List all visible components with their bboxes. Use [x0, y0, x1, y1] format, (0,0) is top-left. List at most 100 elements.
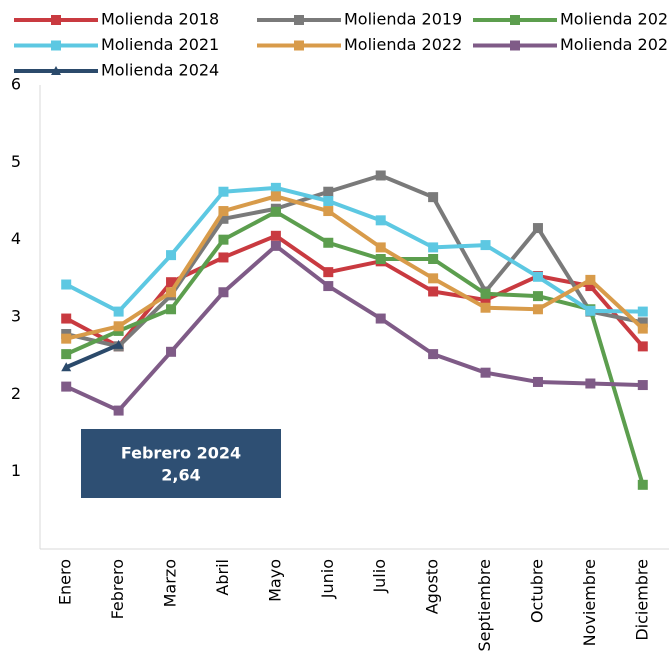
- marker: [532, 271, 543, 282]
- marker: [113, 321, 124, 332]
- marker: [294, 40, 304, 51]
- legend-label: Molienda 2019: [344, 10, 462, 29]
- y-tick-label: 4: [11, 229, 21, 248]
- marker: [166, 304, 177, 315]
- marker: [375, 254, 386, 264]
- x-tick-label: Abril: [213, 559, 232, 596]
- series-line: [65, 173, 644, 349]
- marker: [61, 362, 72, 372]
- legend-entry: Molienda 2019: [257, 10, 462, 29]
- marker: [637, 380, 648, 391]
- legend-label: Molienda 2023: [560, 35, 669, 54]
- marker: [270, 230, 281, 241]
- marker: [61, 313, 72, 324]
- marker: [218, 252, 229, 263]
- marker: [166, 287, 177, 298]
- y-tick-label: 5: [11, 152, 21, 171]
- marker: [270, 240, 281, 251]
- x-tick-label: Noviembre: [580, 559, 599, 646]
- x-tick-label: Marzo: [161, 559, 180, 607]
- x-tick-label: Mayo: [265, 559, 284, 602]
- marker: [375, 215, 386, 226]
- marker: [270, 191, 281, 202]
- marker: [585, 305, 596, 316]
- marker: [637, 306, 648, 317]
- legend-label: Molienda 2022: [344, 35, 462, 54]
- marker: [294, 15, 304, 25]
- legend-entry: Molienda 2022: [257, 35, 462, 54]
- marker: [113, 306, 124, 317]
- legend-entry: Molienda 2021: [14, 35, 219, 54]
- series-line: [65, 343, 120, 370]
- marker: [61, 349, 72, 360]
- legend-label: Molienda 2018: [101, 10, 219, 29]
- marker: [113, 405, 124, 416]
- x-tick-label: Octubre: [527, 559, 546, 623]
- marker: [428, 286, 439, 297]
- series-line: [65, 233, 645, 349]
- marker: [637, 317, 648, 328]
- marker: [585, 281, 596, 292]
- marker: [218, 287, 229, 298]
- marker: [323, 267, 334, 278]
- marker: [113, 339, 124, 349]
- annotation-text: Febrero 2024: [121, 444, 241, 463]
- x-tick-label: Agosto: [423, 559, 442, 614]
- x-tick-label: Septiembre: [475, 559, 494, 652]
- series-line: [65, 185, 643, 314]
- x-tick-label: Julio: [370, 559, 389, 594]
- marker: [532, 376, 543, 387]
- marker: [166, 277, 177, 288]
- marker: [375, 242, 386, 253]
- marker: [323, 206, 334, 217]
- annotation-text: 2,64: [161, 466, 200, 485]
- annotation-box: [81, 429, 281, 498]
- x-tick-label: Enero: [56, 559, 75, 605]
- legend-entry: Molienda 2018: [14, 10, 219, 29]
- marker: [480, 302, 491, 313]
- x-tick-label: Diciembre: [632, 559, 651, 641]
- marker: [323, 237, 334, 248]
- marker: [51, 40, 61, 51]
- marker: [270, 206, 281, 217]
- x-tick-label: Junio: [318, 559, 337, 599]
- marker: [480, 240, 491, 251]
- marker: [428, 192, 439, 203]
- marker: [375, 170, 386, 181]
- marker: [532, 223, 543, 234]
- marker: [428, 349, 439, 360]
- x-tick-label: Febrero: [108, 559, 127, 619]
- marker: [375, 313, 386, 324]
- marker: [323, 196, 334, 206]
- legend-entry: Molienda 2020: [473, 10, 669, 29]
- y-tick-label: 2: [11, 384, 21, 403]
- marker: [428, 242, 439, 253]
- series-line: [65, 243, 643, 413]
- marker: [480, 288, 491, 299]
- marker: [61, 381, 72, 392]
- marker: [510, 15, 520, 25]
- series-line: [65, 209, 645, 486]
- marker: [428, 273, 439, 284]
- marker: [166, 346, 177, 357]
- legend-entry: Molienda 2024: [14, 61, 219, 80]
- marker: [218, 213, 229, 224]
- marker: [637, 341, 648, 352]
- legend-label: Molienda 2021: [101, 35, 219, 54]
- marker: [637, 323, 648, 334]
- y-tick-label: 1: [11, 461, 21, 480]
- marker: [532, 304, 543, 315]
- marker: [218, 206, 229, 217]
- y-tick-label: 6: [11, 75, 21, 94]
- marker: [585, 274, 596, 285]
- series-line: [65, 194, 645, 341]
- marker: [218, 234, 229, 245]
- marker: [480, 294, 491, 305]
- marker: [51, 15, 61, 25]
- legend-label: Molienda 2024: [101, 61, 219, 80]
- marker: [323, 281, 334, 292]
- marker: [585, 378, 596, 389]
- marker: [61, 279, 72, 290]
- marker: [323, 186, 334, 197]
